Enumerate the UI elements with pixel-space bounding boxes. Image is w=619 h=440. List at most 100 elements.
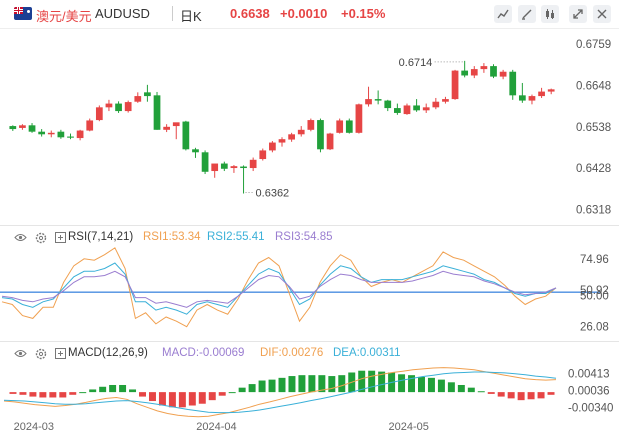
candle [182, 121, 190, 150]
candle [317, 120, 324, 150]
candle [259, 150, 267, 160]
macd-bar [408, 375, 416, 393]
dif-value: DIF:0.00276 [260, 347, 324, 359]
macd-bar [238, 387, 246, 393]
macd-bar [457, 384, 465, 393]
rsi-line-rsi2 [1, 262, 557, 315]
candle [499, 71, 507, 77]
candle [547, 89, 555, 92]
candle [57, 131, 65, 138]
candle [192, 149, 199, 153]
visibility-eye-icon[interactable] [14, 233, 27, 242]
candle [124, 102, 132, 112]
macd-bar [258, 380, 266, 393]
candle [172, 122, 180, 127]
macd-bar [39, 392, 47, 398]
candle [355, 104, 363, 133]
macd-bar [178, 392, 186, 408]
chart-type-icon[interactable] [494, 5, 512, 23]
rsi3-value: RSI3:54.85 [275, 231, 333, 243]
candle [307, 120, 315, 130]
macd-bar [487, 392, 495, 394]
candle [67, 136, 74, 138]
candle [230, 166, 238, 169]
candle [249, 159, 257, 169]
macd-bar [69, 392, 77, 395]
macd-bar [158, 392, 166, 406]
candle [413, 105, 420, 111]
candle [403, 105, 411, 115]
macd-bar [198, 392, 206, 404]
candle [28, 125, 36, 132]
pair-name[interactable]: 澳元/美元 [36, 9, 92, 24]
price-axis-tick: 0.6648 [576, 81, 611, 93]
candle [470, 69, 478, 76]
candle [490, 66, 497, 77]
macd-value: MACD:-0.00069 [162, 347, 245, 359]
chart-header: 澳元/美元 AUDUSD 日K 0.6638 +0.0010 +0.15% [0, 0, 619, 28]
candle [76, 130, 84, 139]
australia-flag-icon [14, 7, 32, 20]
candle [394, 108, 401, 113]
candle [240, 166, 247, 169]
expand-plus-icon[interactable] [55, 348, 66, 359]
macd-bar [208, 392, 216, 401]
macd-bar [188, 392, 196, 406]
indicator-icon[interactable] [541, 5, 559, 23]
price-axis-tick: 0.6428 [576, 163, 611, 175]
last-price: 0.6638 [230, 6, 270, 21]
expand-icon[interactable] [569, 5, 587, 23]
macd-bar [447, 382, 455, 393]
candle [134, 96, 142, 102]
macd-header: MACD(12,26,9) MACD:-0.00069 DIF:0.00276 … [0, 345, 619, 363]
draw-icon[interactable] [518, 5, 536, 23]
rsi-name: RSI(7,14,21) [68, 231, 134, 243]
macd-bar [248, 384, 256, 393]
candle [345, 120, 353, 133]
price-axis-tick: 0.6759 [576, 39, 611, 51]
macd-bar [298, 375, 306, 393]
macd-bar [9, 392, 17, 394]
macd-bar [59, 392, 67, 398]
candle [9, 126, 17, 130]
macd-bar [268, 379, 276, 393]
symbol-code: AUDUSD [95, 6, 150, 21]
macd-bar [148, 392, 156, 402]
candle [163, 126, 170, 130]
macd-bar [288, 376, 296, 393]
close-icon[interactable] [593, 5, 611, 23]
rsi-line-rsi3 [1, 270, 557, 308]
price-axis-tick: 0.6318 [576, 204, 611, 216]
candle [47, 132, 55, 135]
candle [518, 95, 526, 101]
candle [144, 92, 151, 97]
candle [442, 99, 449, 102]
dea-value: DEA:0.00311 [333, 347, 401, 359]
rsi-line-rsi1 [1, 247, 557, 328]
candle [19, 125, 26, 128]
macd-bar [278, 377, 286, 393]
candle [384, 100, 392, 109]
macd-bar [537, 392, 545, 399]
expand-plus-icon[interactable] [55, 232, 66, 243]
price-change: +0.0010 [280, 6, 328, 21]
rsi-axis-tick: 74.96 [580, 254, 609, 266]
settings-gear-icon[interactable] [35, 348, 47, 360]
rsi-axis-tick: 26.08 [580, 322, 609, 334]
candle [288, 134, 295, 140]
macd-bar [99, 386, 107, 393]
rsi-axis-tick: 50.92 [580, 285, 609, 297]
candle [326, 133, 334, 150]
macd-bar [129, 389, 137, 393]
high-annotation: 0.6714 [399, 57, 433, 69]
macd-bar [517, 392, 525, 401]
x-axis-tick: 2024-04 [196, 421, 236, 433]
macd-bar [547, 392, 555, 395]
macd-bar [218, 392, 226, 396]
macd-bar [427, 377, 435, 393]
period-selector[interactable]: 日K [180, 9, 202, 24]
visibility-eye-icon[interactable] [14, 349, 27, 358]
macd-bar [497, 392, 505, 397]
settings-gear-icon[interactable] [35, 232, 47, 244]
